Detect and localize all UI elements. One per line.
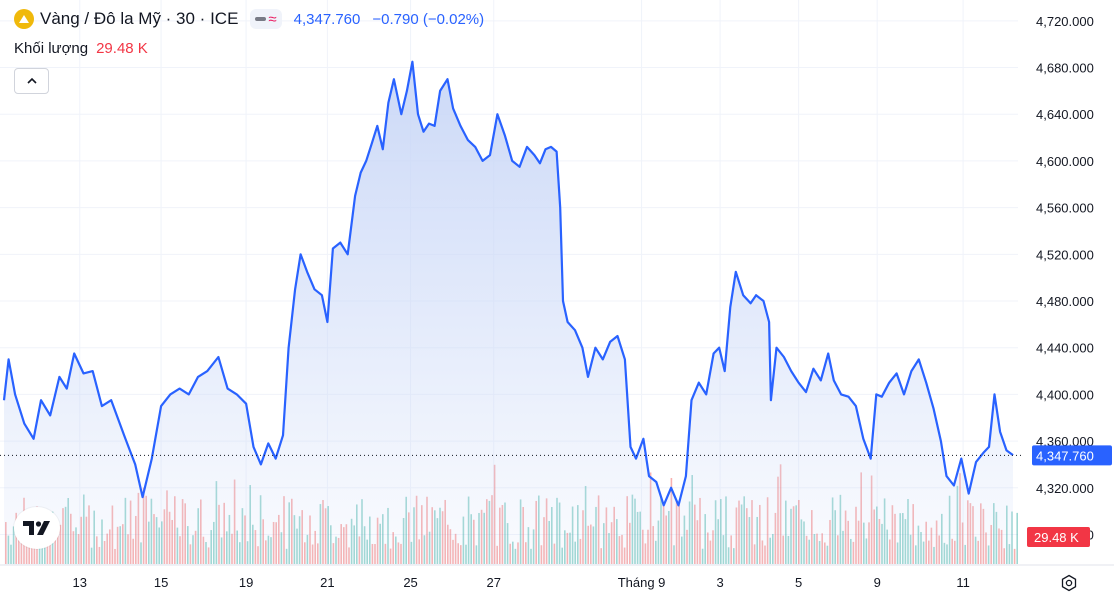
y-tick-label: 4,320.000 [1036,481,1094,496]
price-area [4,61,1014,565]
x-tick-label: 25 [403,575,417,590]
x-tick-label: 27 [486,575,500,590]
last-price-tag [1032,445,1112,466]
x-tick-label: 5 [795,575,802,590]
y-tick-label: 4,600.000 [1036,154,1094,169]
volume-tag [1027,527,1090,547]
x-tick-label: 11 [956,575,970,590]
y-tick-label: 4,440.000 [1036,341,1094,356]
y-tick-label: 4,720.000 [1036,14,1094,29]
symbol-title[interactable]: Vàng / Đô la Mỹ · 30 · ICE [40,9,239,28]
compare-toggle[interactable]: ≈ [250,9,282,29]
x-tick-label: 9 [874,575,881,590]
x-tick-label: 3 [716,575,723,590]
last-price-tag-label: 4,347.760 [1036,448,1094,463]
x-tick-label: 15 [154,575,168,590]
x-tick-label: 21 [320,575,334,590]
chevron-up-icon [26,77,37,84]
y-tick-label: 4,680.000 [1036,61,1094,76]
y-tick-label: 4,360.000 [1036,434,1094,449]
volume-legend: Khối lượng 29.48 K [14,40,148,57]
x-tick-label: 19 [239,575,253,590]
x-tick-label: Tháng 9 [618,575,666,590]
gold-coin-icon [14,9,34,29]
y-tick-label: 4,400.000 [1036,387,1094,402]
volume-bar [1016,512,1018,564]
price-area-fill [4,61,1014,565]
price-tags: 4,347.760 29.48 K [0,445,1112,547]
y-tick-label: 4,560.000 [1036,201,1094,216]
volume-value: 29.48 K [96,40,148,57]
volume-tag-label: 29.48 K [1034,530,1079,545]
minus-icon [255,17,267,21]
y-tick-label: 4,480.000 [1036,294,1094,309]
volume-label: Khối lượng [14,40,89,57]
price-line [2,60,1014,507]
collapse-button[interactable] [14,68,49,94]
last-price: 4,347.760 [293,10,361,28]
y-tick-label: 4,520.000 [1036,247,1094,262]
price-change: −0.790 (−0.02%) [372,10,485,28]
symbol-header: Vàng / Đô la Mỹ · 30 · ICE ≈ 4,347.760 −… [14,9,484,29]
volume-bar [1013,548,1016,564]
time-axis: 13 15 19 21 25 27 Tháng 9 3 5 9 11 [73,575,970,590]
tradingview-logo-icon[interactable] [14,507,60,549]
settings-icon[interactable] [1058,572,1080,594]
approx-icon: ≈ [268,10,277,28]
y-tick-label: 4,640.000 [1036,107,1094,122]
price-series-line [2,60,1014,507]
x-tick-label: 13 [73,575,87,590]
